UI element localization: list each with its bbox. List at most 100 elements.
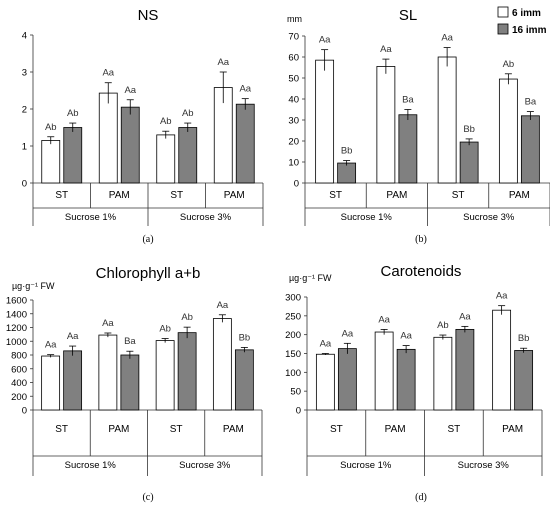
x-tick-label: ST bbox=[447, 424, 460, 435]
bar bbox=[234, 349, 254, 411]
significance-label: Aa bbox=[496, 291, 508, 302]
significance-label: Bb bbox=[518, 333, 530, 344]
legend-label: 6 imm bbox=[512, 8, 541, 19]
bar bbox=[396, 348, 416, 411]
significance-label: Ab bbox=[181, 312, 193, 323]
significance-label: Ba bbox=[402, 95, 414, 106]
significance-label: Aa bbox=[124, 85, 136, 96]
chart-a: NS 0 1 2 3 4 ST PAM ST PAM Sucrose 1% Sucrose 3% Ab A… bbox=[22, 7, 264, 245]
bar bbox=[41, 355, 61, 411]
significance-label: Aa bbox=[459, 311, 471, 322]
bar bbox=[437, 56, 457, 184]
x-tick-label: ST bbox=[170, 424, 183, 435]
bar bbox=[337, 348, 357, 411]
y-tick-label: 0 bbox=[22, 179, 27, 190]
x-tick-label: ST bbox=[329, 190, 342, 201]
chart-title: SL bbox=[399, 7, 417, 24]
x-tick-label: PAM bbox=[109, 190, 130, 201]
group-label: Sucrose 1% bbox=[65, 212, 117, 223]
bar bbox=[455, 328, 475, 411]
bar bbox=[433, 336, 453, 411]
panel-label: (a) bbox=[142, 234, 153, 245]
bar bbox=[514, 350, 534, 411]
bar bbox=[120, 106, 140, 184]
significance-label: Aa bbox=[441, 33, 453, 44]
significance-label: Ba bbox=[525, 97, 537, 108]
y-tick-label: 0 bbox=[296, 406, 301, 417]
chart-title: NS bbox=[138, 7, 159, 24]
bar bbox=[520, 115, 540, 184]
y-tick-label: 50 bbox=[290, 387, 301, 398]
legend: 6 imm 16 imm bbox=[497, 6, 547, 36]
legend-swatch bbox=[497, 23, 509, 35]
bar bbox=[41, 140, 61, 184]
chart-title: Carotenoids bbox=[381, 263, 462, 280]
y-tick-label: 1600 bbox=[6, 296, 27, 307]
y-tick-label: 1000 bbox=[6, 337, 27, 348]
bar bbox=[98, 334, 118, 411]
y-tick-label: 600 bbox=[11, 364, 27, 375]
significance-label: Ab bbox=[160, 116, 172, 127]
significance-label: Ba bbox=[124, 336, 136, 347]
y-tick-label: 50 bbox=[288, 74, 299, 85]
y-tick-label: 150 bbox=[285, 349, 301, 360]
y-tick-label: 0 bbox=[22, 406, 27, 417]
significance-label: Aa bbox=[400, 331, 412, 342]
significance-label: Ab bbox=[503, 59, 515, 70]
significance-label: Aa bbox=[378, 314, 390, 325]
y-tick-label: 250 bbox=[285, 311, 301, 322]
significance-label: Bb bbox=[463, 124, 475, 135]
significance-label: Ab bbox=[437, 320, 449, 331]
panel-label: (d) bbox=[415, 492, 427, 503]
y-tick-label: 70 bbox=[288, 32, 299, 43]
significance-label: Ab bbox=[67, 108, 79, 119]
significance-label: Ab bbox=[159, 324, 171, 335]
y-unit-label: mm bbox=[287, 14, 302, 24]
bar bbox=[63, 127, 83, 184]
bar bbox=[235, 103, 255, 184]
y-tick-label: 4 bbox=[22, 31, 27, 42]
chart-title: Chlorophyll a+b bbox=[96, 265, 201, 282]
y-tick-label: 100 bbox=[285, 368, 301, 379]
bar bbox=[315, 353, 335, 411]
bar bbox=[376, 66, 396, 184]
chart-b: SL mm 0 10 20 30 40 50 60 70 ST PAM ST PAM Sucrose 1% S… bbox=[287, 7, 550, 245]
bar bbox=[459, 141, 479, 184]
y-tick-label: 200 bbox=[285, 330, 301, 341]
group-label: Sucrose 3% bbox=[179, 460, 231, 471]
x-tick-label: PAM bbox=[224, 190, 245, 201]
bar bbox=[398, 114, 418, 184]
bar bbox=[178, 127, 198, 184]
chart-d: Carotenoids µg·g⁻¹ FW 0 50 100 150 200 250 300 ST… bbox=[285, 263, 543, 503]
significance-label: Bb bbox=[341, 146, 353, 157]
significance-label: Ab bbox=[182, 108, 194, 119]
group-label: Sucrose 3% bbox=[458, 460, 510, 471]
bar bbox=[337, 162, 357, 184]
group-label: Sucrose 3% bbox=[463, 212, 515, 223]
chart-c: Chlorophyll a+b µg·g⁻¹ FW 0 200 400 600 800 100… bbox=[6, 265, 263, 503]
y-tick-label: 0 bbox=[294, 179, 299, 190]
bar bbox=[120, 354, 140, 411]
y-tick-label: 1 bbox=[22, 142, 27, 153]
y-unit-label: µg·g⁻¹ FW bbox=[12, 281, 55, 291]
y-tick-label: 1200 bbox=[6, 323, 27, 334]
y-tick-label: 10 bbox=[288, 158, 299, 169]
legend-label: 16 imm bbox=[512, 25, 547, 36]
y-tick-label: 3 bbox=[22, 68, 27, 79]
y-unit-label: µg·g⁻¹ FW bbox=[289, 273, 332, 283]
significance-label: Bb bbox=[239, 332, 251, 343]
significance-label: Aa bbox=[342, 328, 354, 339]
x-tick-label: PAM bbox=[108, 424, 129, 435]
x-tick-label: ST bbox=[55, 424, 68, 435]
x-tick-label: ST bbox=[330, 424, 343, 435]
significance-label: Aa bbox=[320, 339, 332, 350]
significance-label: Aa bbox=[319, 35, 331, 46]
significance-label: Aa bbox=[67, 331, 79, 342]
bar bbox=[63, 350, 83, 411]
significance-label: Ab bbox=[45, 122, 57, 133]
significance-label: Aa bbox=[45, 340, 57, 351]
bar bbox=[156, 134, 176, 184]
x-tick-label: ST bbox=[452, 190, 465, 201]
significance-label: Aa bbox=[239, 84, 251, 95]
